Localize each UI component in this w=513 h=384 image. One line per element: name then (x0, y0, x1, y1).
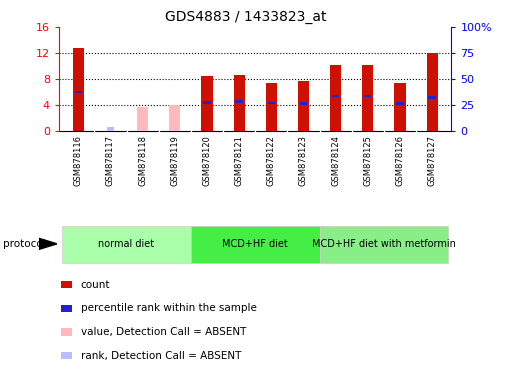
Text: GSM878119: GSM878119 (170, 135, 180, 186)
Bar (235, 100, 243, 103)
Bar (61, 305, 72, 312)
Bar (169, 105, 181, 131)
Bar (61, 281, 72, 288)
Bar (298, 81, 309, 131)
FancyBboxPatch shape (62, 226, 191, 263)
Text: protocol: protocol (3, 239, 45, 249)
Bar (137, 107, 148, 131)
Bar (201, 76, 212, 131)
Text: GDS4883 / 1433823_at: GDS4883 / 1433823_at (166, 10, 327, 23)
Text: count: count (81, 280, 110, 290)
Text: GSM878125: GSM878125 (363, 135, 372, 186)
Bar (362, 65, 373, 131)
Bar (61, 352, 72, 359)
Bar (266, 83, 277, 131)
Text: GSM878127: GSM878127 (428, 135, 437, 186)
FancyBboxPatch shape (320, 226, 448, 263)
Text: GSM878122: GSM878122 (267, 135, 276, 186)
Bar (107, 127, 113, 131)
Text: GSM878121: GSM878121 (234, 135, 244, 186)
Text: rank, Detection Call = ABSENT: rank, Detection Call = ABSENT (81, 351, 241, 361)
Text: GSM878120: GSM878120 (203, 135, 211, 186)
Bar (73, 48, 84, 131)
Text: GSM878126: GSM878126 (396, 135, 404, 186)
Text: GSM878116: GSM878116 (74, 135, 83, 186)
Text: GSM878123: GSM878123 (299, 135, 308, 186)
Text: MCD+HF diet: MCD+HF diet (222, 239, 288, 249)
Text: GSM878117: GSM878117 (106, 135, 115, 186)
Bar (61, 328, 72, 336)
Bar (394, 83, 406, 131)
Text: MCD+HF diet with metformin: MCD+HF diet with metformin (312, 239, 456, 249)
Bar (268, 102, 275, 104)
Bar (330, 65, 341, 131)
Bar (233, 76, 245, 131)
Text: GSM878124: GSM878124 (331, 135, 340, 186)
Bar (300, 103, 307, 105)
Polygon shape (39, 238, 57, 249)
Bar (364, 95, 371, 98)
Bar (428, 96, 436, 99)
FancyBboxPatch shape (191, 226, 320, 263)
Bar (426, 53, 438, 131)
Text: GSM878118: GSM878118 (138, 135, 147, 186)
Text: percentile rank within the sample: percentile rank within the sample (81, 303, 256, 313)
Bar (397, 103, 404, 105)
Bar (74, 91, 82, 93)
Bar (332, 95, 339, 98)
Text: normal diet: normal diet (98, 239, 154, 249)
Text: value, Detection Call = ABSENT: value, Detection Call = ABSENT (81, 327, 246, 337)
Bar (203, 101, 211, 104)
